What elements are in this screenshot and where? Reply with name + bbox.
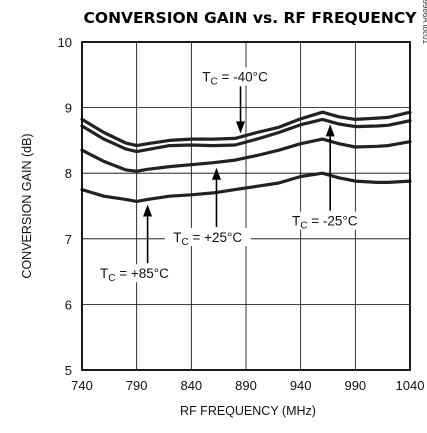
x-tick-label: 840 xyxy=(180,378,202,393)
annotation-arrowhead-0 xyxy=(236,121,246,134)
series-line-3 xyxy=(80,171,412,203)
series-line-1 xyxy=(80,117,412,154)
x-tick-label: 740 xyxy=(71,378,93,393)
annotations: TC = -40°C TC = +25°C TC = -25°C TC = +85°C xyxy=(91,67,368,284)
x-tick-label: 940 xyxy=(290,378,312,393)
x-tick-label: 890 xyxy=(235,378,257,393)
y-tick-label: 10 xyxy=(58,35,72,50)
annotation-bg-1 xyxy=(164,228,251,247)
doc-id: MAX9986A toc01 xyxy=(421,0,427,45)
grid xyxy=(81,41,411,371)
annotation-bg-0 xyxy=(192,67,279,86)
x-tick-label: 790 xyxy=(126,378,148,393)
annotation-arrowhead-3 xyxy=(143,204,153,217)
annotation-arrowhead-2 xyxy=(325,124,335,137)
x-axis-label: RF FREQUENCY (MHz) xyxy=(180,404,316,418)
y-tick-label: 8 xyxy=(65,166,72,181)
series-line-2 xyxy=(80,137,412,173)
chart-title: CONVERSION GAIN vs. RF FREQUENCY xyxy=(84,9,418,27)
annotation-arrowhead-1 xyxy=(211,167,221,180)
annotation-bg-3 xyxy=(91,264,178,283)
y-tick-label: 7 xyxy=(65,232,72,247)
y-tick-label: 5 xyxy=(65,363,72,378)
y-tick-label: 9 xyxy=(65,101,72,116)
annotation-label-1: TC = +25°C xyxy=(173,230,242,248)
annotation-label-3: TC = +85°C xyxy=(100,266,169,284)
annotation-bg-2 xyxy=(281,211,368,230)
series-line-0 xyxy=(80,110,412,148)
x-tick-label: 990 xyxy=(344,378,366,393)
y-axis-label: CONVERSION GAIN (dB) xyxy=(20,133,34,278)
plot-frame xyxy=(81,41,411,371)
series-group xyxy=(80,110,412,203)
annotation-label-0: TC = -40°C xyxy=(202,69,268,87)
annotation-label-2: TC = -25°C xyxy=(292,214,358,232)
tick-labels: 740 790 840 890 940 990 1040 5 6 7 8 9 10 xyxy=(58,35,425,393)
x-tick-label: 1040 xyxy=(396,378,425,393)
y-tick-label: 6 xyxy=(65,297,72,312)
